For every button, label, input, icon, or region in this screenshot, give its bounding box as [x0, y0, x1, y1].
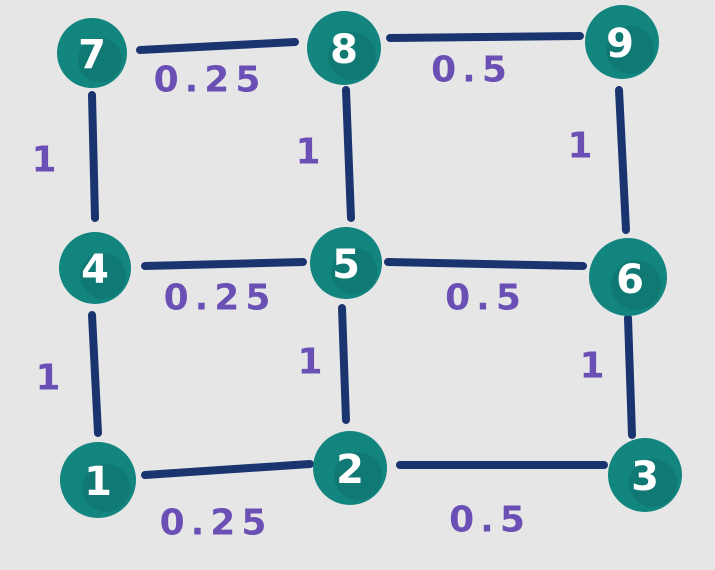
weight-9-6: 1 — [567, 126, 592, 167]
edge-7-4 — [88, 91, 99, 222]
node-5: 5 — [310, 227, 382, 299]
edge-6-3 — [624, 314, 636, 439]
node-4: 4 — [59, 232, 131, 304]
node-8: 8 — [307, 11, 381, 85]
weight-7-4: 1 — [31, 140, 56, 181]
node-3-label: 3 — [631, 454, 659, 500]
node-5-label: 5 — [332, 242, 360, 288]
node-2: 2 — [313, 431, 387, 505]
weight-6-3: 1 — [579, 346, 604, 387]
edge-1-2 — [141, 460, 314, 479]
edge-8-5 — [342, 86, 355, 222]
edge-5-2 — [338, 304, 350, 424]
node-1: 1 — [60, 442, 136, 518]
weight-8-9: 0.5 — [431, 50, 513, 91]
node-9: 9 — [585, 5, 659, 79]
node-1-label: 1 — [84, 459, 112, 505]
weight-4-1: 1 — [35, 358, 60, 399]
weight-8-5: 1 — [295, 132, 320, 173]
node-2-label: 2 — [336, 447, 364, 493]
edge-4-1 — [88, 311, 102, 437]
edge-7-8 — [136, 38, 299, 54]
edge-5-6 — [384, 258, 587, 270]
node-6-label: 6 — [616, 257, 644, 303]
node-3: 3 — [608, 438, 682, 512]
weight-2-3: 0.5 — [449, 500, 531, 541]
edge-4-5 — [141, 258, 307, 270]
weight-1-2: 0.25 — [160, 503, 273, 544]
node-9-label: 9 — [606, 21, 634, 67]
weight-7-8: 0.25 — [154, 60, 267, 101]
edge-9-6 — [615, 86, 630, 234]
node-4-label: 4 — [81, 247, 109, 293]
node-6: 6 — [589, 238, 667, 316]
weight-5-2: 1 — [297, 342, 322, 383]
weight-4-5: 0.25 — [164, 278, 277, 319]
node-7: 7 — [57, 18, 127, 88]
node-7-label: 7 — [78, 32, 106, 78]
weight-5-6: 0.5 — [445, 278, 527, 319]
edge-8-9 — [386, 32, 584, 42]
node-8-label: 8 — [330, 27, 358, 73]
